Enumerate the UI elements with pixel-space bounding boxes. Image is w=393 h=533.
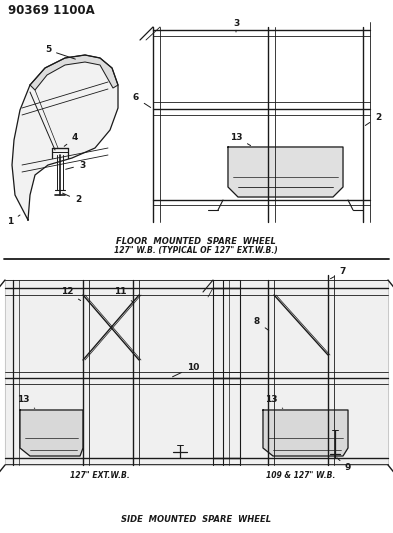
Text: 1: 1 — [7, 215, 20, 227]
Text: 109 & 127" W.B.: 109 & 127" W.B. — [266, 471, 336, 480]
Text: 7: 7 — [331, 268, 346, 279]
Text: 2: 2 — [62, 193, 81, 205]
Text: 127" EXT.W.B.: 127" EXT.W.B. — [70, 471, 130, 480]
Polygon shape — [30, 55, 118, 90]
Text: 10: 10 — [173, 362, 199, 377]
Text: 13: 13 — [230, 133, 251, 146]
Text: 11: 11 — [114, 287, 133, 302]
Text: 90369 1100A: 90369 1100A — [8, 4, 95, 18]
Text: 12: 12 — [61, 287, 81, 301]
Text: SIDE  MOUNTED  SPARE  WHEEL: SIDE MOUNTED SPARE WHEEL — [121, 515, 271, 524]
Text: 3: 3 — [66, 160, 85, 169]
Polygon shape — [5, 280, 240, 465]
Text: 127" W.B. (TYPICAL OF 127" EXT.W.B.): 127" W.B. (TYPICAL OF 127" EXT.W.B.) — [114, 246, 278, 255]
Text: 6: 6 — [133, 93, 151, 108]
Polygon shape — [228, 147, 343, 197]
Text: 5: 5 — [45, 45, 75, 59]
Polygon shape — [12, 55, 118, 220]
Text: 13: 13 — [265, 395, 283, 408]
Text: 4: 4 — [64, 133, 78, 146]
Text: 9: 9 — [337, 458, 351, 472]
Text: 2: 2 — [365, 112, 381, 125]
Polygon shape — [213, 280, 388, 465]
Polygon shape — [263, 410, 348, 456]
Polygon shape — [20, 410, 83, 456]
Text: 13: 13 — [17, 395, 35, 408]
Text: FLOOR  MOUNTED  SPARE  WHEEL: FLOOR MOUNTED SPARE WHEEL — [116, 238, 276, 246]
Text: 8: 8 — [254, 318, 269, 330]
Text: 3: 3 — [233, 19, 239, 32]
